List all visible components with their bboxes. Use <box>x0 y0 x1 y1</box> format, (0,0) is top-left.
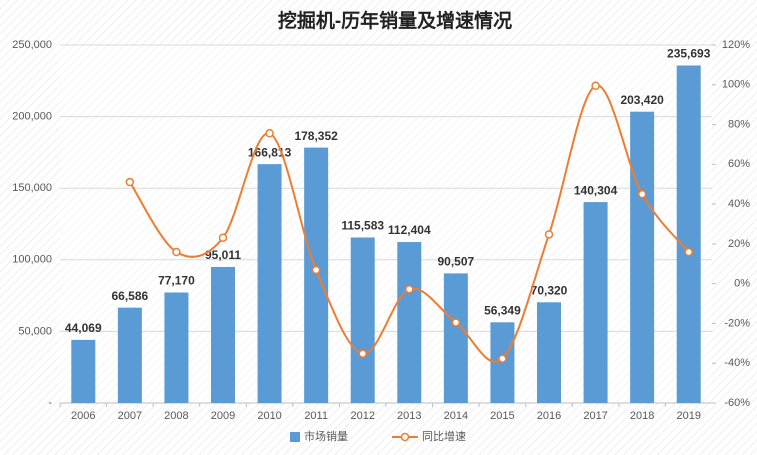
line-marker <box>637 189 647 199</box>
line-marker <box>451 318 461 327</box>
y2-tick-label: 100% <box>722 79 750 91</box>
y2-tick-label: 40% <box>728 198 750 210</box>
bar <box>304 147 329 403</box>
value-label: 235,693 <box>667 47 711 61</box>
bar <box>583 202 608 403</box>
x-tick-label: 2006 <box>71 410 95 422</box>
value-label: 90,507 <box>438 255 475 269</box>
x-tick-label: 2007 <box>118 410 142 422</box>
x-tick-label: 2014 <box>444 410 468 422</box>
bar <box>71 339 96 403</box>
legend-swatch <box>290 432 300 442</box>
x-tick-label: 2013 <box>397 410 421 422</box>
x-tick-label: 2018 <box>630 410 654 422</box>
y2-tick-label: 60% <box>728 158 750 170</box>
legend-label: 市场销量 <box>304 429 348 443</box>
x-tick-label: 2015 <box>490 410 514 422</box>
y2-tick-label: -20% <box>724 317 750 329</box>
x-tick-label: 2017 <box>583 410 607 422</box>
y-tick-label: 100,000 <box>12 254 52 266</box>
x-tick-label: 2009 <box>211 410 235 422</box>
line-marker <box>265 129 274 138</box>
y-tick-label: 50,000 <box>18 325 52 337</box>
chart-title: 挖掘机-历年销量及增速情况 <box>278 9 512 32</box>
y2-tick-label: 20% <box>728 238 750 250</box>
value-label: 140,304 <box>574 183 618 197</box>
value-label: 112,404 <box>388 223 431 237</box>
y-tick-label: 250,000 <box>12 39 52 51</box>
y2-tick-label: -60% <box>724 397 750 409</box>
line-marker <box>498 354 507 363</box>
line-marker <box>591 81 600 91</box>
line-marker <box>358 349 367 358</box>
legend-swatch <box>400 432 410 442</box>
y2-tick-label: 120% <box>722 39 750 51</box>
x-tick-label: 2008 <box>164 410 188 422</box>
y2-tick-label: 0% <box>734 278 750 290</box>
line-marker <box>405 284 414 294</box>
line-marker <box>172 247 181 257</box>
value-label: 115,583 <box>341 219 384 233</box>
x-tick-label: 2010 <box>257 410 281 422</box>
y-tick-label: - <box>48 397 52 409</box>
line-marker <box>218 233 228 242</box>
line-marker <box>311 265 321 275</box>
bar <box>630 111 655 403</box>
y2-tick-label: 80% <box>728 118 750 130</box>
bar <box>257 164 282 403</box>
x-tick-label: 2016 <box>537 410 561 422</box>
line-marker <box>544 230 554 239</box>
y-tick-label: 200,000 <box>12 111 52 123</box>
y2-tick-label: -40% <box>724 357 750 369</box>
bar <box>537 302 561 403</box>
bar <box>164 292 189 403</box>
value-label: 44,069 <box>65 321 102 335</box>
value-label: 203,420 <box>620 93 664 107</box>
bar <box>443 273 468 403</box>
value-label: 77,170 <box>158 274 195 288</box>
value-label: 70,320 <box>531 283 568 297</box>
bar <box>676 65 701 404</box>
line-marker <box>684 247 693 257</box>
bar <box>211 266 235 403</box>
bar <box>350 237 375 403</box>
bar <box>397 242 422 403</box>
legend-label: 同比增速 <box>422 429 466 443</box>
x-tick-label: 2011 <box>304 410 328 422</box>
x-tick-label: 2012 <box>350 410 374 422</box>
line-marker <box>125 177 135 187</box>
value-label: 95,011 <box>205 248 241 262</box>
value-label: 178,352 <box>294 129 338 143</box>
value-label: 56,349 <box>484 303 521 317</box>
value-label: 66,586 <box>112 289 149 303</box>
x-tick-label: 2019 <box>676 410 700 422</box>
bar <box>117 307 142 403</box>
y-tick-label: 150,000 <box>12 182 52 194</box>
plot-area <box>60 45 712 403</box>
